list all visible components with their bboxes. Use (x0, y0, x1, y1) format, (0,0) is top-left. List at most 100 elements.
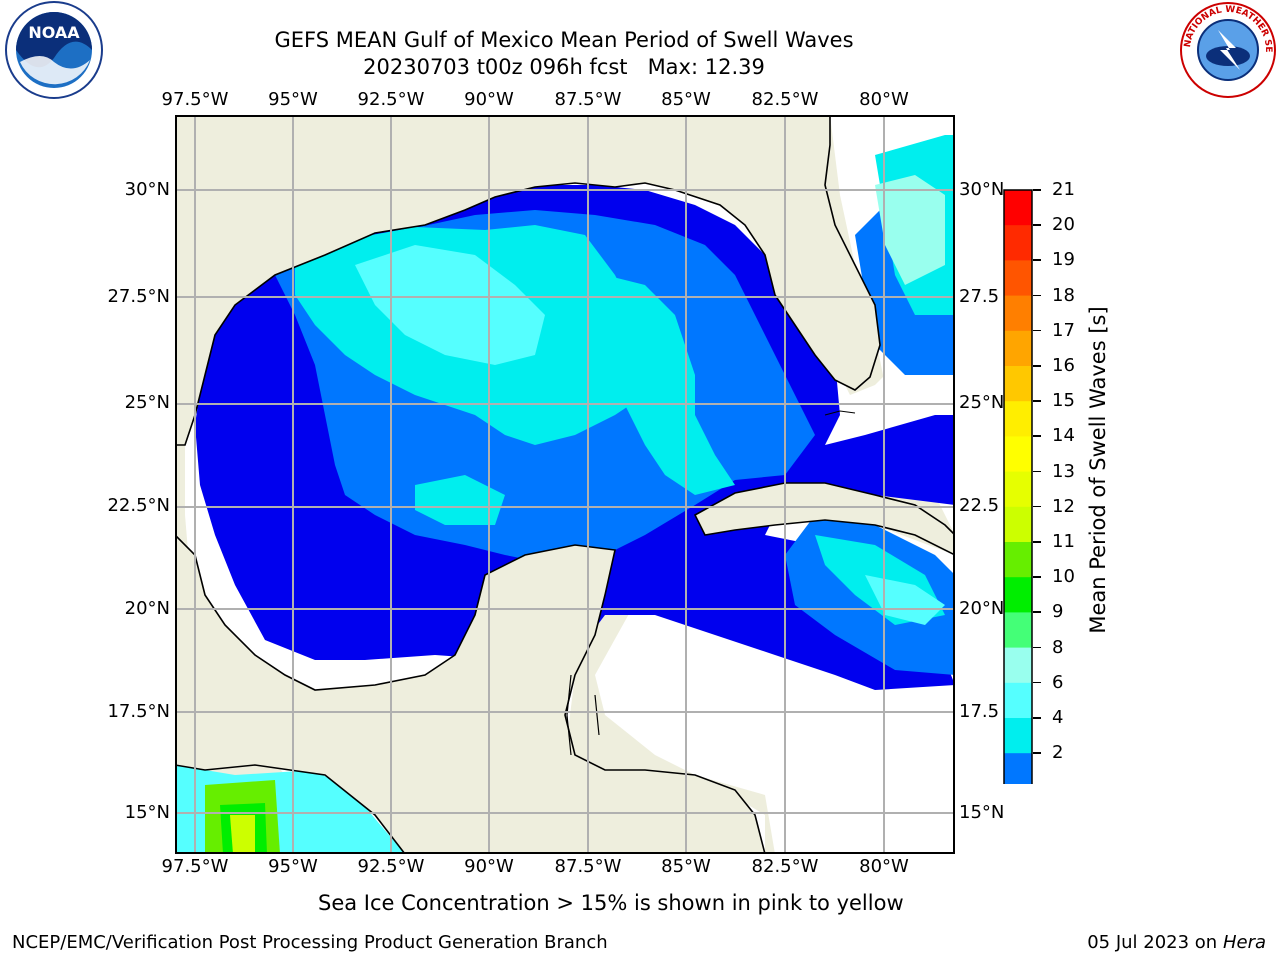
colorbar-tick-mark (1033, 717, 1041, 719)
colorbar-swatch (1004, 753, 1032, 784)
lon-tick-top: 87.5°W (554, 89, 622, 110)
colorbar-tick-label: 17 (1052, 319, 1075, 341)
colorbar-swatch (1004, 260, 1032, 297)
lat-tick-left: 20°N (124, 598, 170, 619)
lat-tick-right: 27.5 (959, 286, 1000, 307)
lat-tick-left: 22.5°N (107, 495, 170, 516)
colorbar-tick-label: 9 (1052, 601, 1064, 623)
lon-tick-bottom: 97.5°W (161, 856, 229, 877)
chart-subtitle: 20230703 t00z 096h fcst Max: 12.39 (363, 55, 765, 79)
colorbar-tick-label: 15 (1052, 390, 1075, 412)
colorbar-swatch (1004, 471, 1032, 508)
colorbar-tick-mark (1033, 294, 1041, 297)
colorbar-swatch (1004, 225, 1032, 261)
colorbar-tick-label: 8 (1052, 636, 1064, 658)
colorbar-label: Mean Period of Swell Waves [s] (1086, 306, 1110, 634)
lat-tick-right: 22.5 (959, 495, 1000, 516)
lat-tick-left: 17.5°N (107, 701, 170, 722)
colorbar-tick-mark (1033, 329, 1041, 332)
lon-tick-top: 90°W (464, 89, 514, 110)
colorbar-swatch (1004, 295, 1032, 332)
colorbar-tick-label: 10 (1052, 566, 1075, 588)
colorbar-tick-mark (1033, 470, 1041, 473)
lat-tick-left: 25°N (124, 392, 170, 413)
colorbar-tick-mark (1033, 259, 1041, 261)
colorbar-tick-label: 2 (1052, 742, 1064, 764)
colorbar-tick-mark (1033, 576, 1041, 578)
colorbar-tick-label: 13 (1052, 460, 1075, 482)
footer-date: 05 Jul 2023 on Hera (1087, 932, 1266, 953)
noaa-logo-icon: NOAA (2, 0, 103, 100)
colorbar-swatches (1003, 189, 1033, 784)
colorbar-tick-mark (1033, 646, 1041, 649)
map-frame (175, 115, 955, 854)
lat-tick-left: 15°N (124, 802, 170, 823)
lon-tick-top: 85°W (661, 89, 711, 110)
map-canvas (175, 115, 955, 854)
swell-8-9s (355, 245, 545, 365)
colorbar-swatch (1004, 612, 1032, 649)
colorbar-tick-label: 18 (1052, 284, 1075, 306)
land-mexico (175, 533, 766, 854)
colorbar-tick-mark (1033, 681, 1041, 684)
lon-tick-bottom: 82.5°W (751, 856, 819, 877)
lon-tick-bottom: 87.5°W (554, 856, 622, 877)
colorbar-swatch (1004, 718, 1032, 754)
lon-tick-top: 92.5°W (357, 89, 425, 110)
colorbar-tick-label: 4 (1052, 707, 1064, 728)
lat-tick-right: 15°N (959, 802, 1005, 823)
lat-tick-right: 25°N (959, 392, 1005, 413)
colorbar-tick-mark (1033, 505, 1041, 508)
colorbar-swatch (1004, 577, 1032, 613)
lon-tick-bottom: 95°W (268, 856, 318, 877)
lon-tick-bottom: 92.5°W (357, 856, 425, 877)
colorbar-swatch (1004, 366, 1032, 402)
lon-tick-bottom: 90°W (464, 856, 514, 877)
lat-tick-left: 27.5°N (107, 286, 170, 307)
colorbar-swatch (1004, 401, 1032, 437)
lon-tick-top: 82.5°W (751, 89, 819, 110)
land-cuba (693, 482, 955, 556)
footer-credit: NCEP/EMC/Verification Post Processing Pr… (12, 932, 608, 953)
colorbar-tick-label: 12 (1052, 495, 1075, 517)
colorbar-tick-mark (1033, 224, 1041, 226)
colorbar-tick-label: 21 (1052, 179, 1075, 200)
colorbar-tick-mark (1033, 189, 1041, 191)
sea-ice-note: Sea Ice Concentration > 15% is shown in … (318, 891, 904, 915)
colorbar-tick-label: 20 (1052, 214, 1075, 236)
colorbar-tick-mark (1033, 435, 1041, 437)
lon-tick-bottom: 85°W (661, 856, 711, 877)
colorbar-swatch (1004, 330, 1032, 367)
footer-date-text: 05 Jul 2023 on (1087, 932, 1223, 953)
colorbar-swatch (1004, 506, 1032, 543)
chart-title: GEFS MEAN Gulf of Mexico Mean Period of … (274, 28, 854, 52)
graticule (175, 115, 955, 854)
footer-host: Hera (1222, 932, 1266, 953)
lon-tick-bottom: 80°W (859, 856, 909, 877)
colorbar (1002, 188, 1042, 784)
map-panel (175, 115, 955, 854)
colorbar-tick-label: 11 (1052, 531, 1075, 552)
lat-tick-right: 20°N (959, 598, 1005, 619)
lat-tick-right: 30°N (959, 179, 1005, 200)
nws-logo-icon: NATIONAL WEATHER SERVICE (1178, 0, 1278, 100)
colorbar-frame (1003, 189, 1033, 784)
colorbar-swatch (1004, 682, 1032, 719)
colorbar-tick-label: 19 (1052, 249, 1075, 271)
lon-tick-top: 80°W (859, 89, 909, 110)
colorbar-swatch (1004, 542, 1032, 578)
colorbar-swatch (1004, 647, 1032, 684)
colorbar-tick-label: 16 (1052, 355, 1075, 376)
colorbar-tick-label: 14 (1052, 425, 1075, 447)
colorbar-tick-label: 6 (1052, 671, 1064, 693)
colorbar-swatch (1004, 190, 1032, 226)
lon-tick-top: 95°W (268, 89, 318, 110)
colorbar-tick-mark (1033, 400, 1041, 402)
colorbar-swatch (1004, 436, 1032, 473)
colorbar-tick-mark (1033, 611, 1041, 613)
lon-tick-top: 97.5°W (161, 89, 229, 110)
noaa-logo-text: NOAA (28, 23, 80, 42)
colorbar-tick-mark (1033, 752, 1041, 754)
colorbar-tick-mark (1033, 365, 1041, 367)
lat-tick-right: 17.5 (959, 701, 1000, 722)
